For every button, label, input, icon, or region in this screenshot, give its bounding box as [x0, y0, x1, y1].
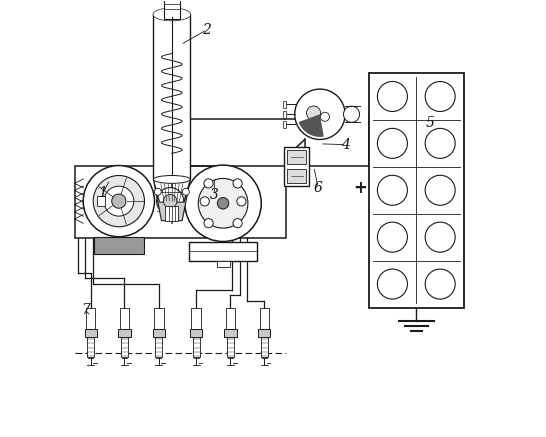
Bar [282, 121, 286, 128]
Circle shape [377, 128, 407, 158]
Bar [193, 336, 200, 357]
Circle shape [83, 166, 155, 237]
Bar [191, 308, 201, 331]
Circle shape [306, 106, 321, 120]
Bar [259, 308, 269, 331]
Bar [287, 150, 306, 164]
Text: 1: 1 [98, 186, 107, 200]
Text: 7: 7 [81, 303, 90, 317]
Bar [86, 308, 96, 331]
FancyBboxPatch shape [224, 329, 236, 337]
FancyBboxPatch shape [153, 329, 165, 337]
Bar [217, 260, 229, 267]
Circle shape [425, 175, 455, 205]
Circle shape [185, 165, 262, 242]
FancyBboxPatch shape [85, 329, 97, 337]
Bar [154, 308, 164, 331]
Bar [153, 14, 190, 180]
Circle shape [425, 128, 455, 158]
Circle shape [425, 269, 455, 299]
Bar [189, 242, 258, 260]
Polygon shape [153, 180, 190, 221]
Text: +: + [353, 179, 367, 197]
Circle shape [204, 218, 213, 228]
Bar [227, 336, 234, 357]
FancyBboxPatch shape [190, 329, 202, 337]
Circle shape [104, 186, 134, 216]
FancyBboxPatch shape [118, 329, 130, 337]
Circle shape [200, 197, 209, 206]
Circle shape [93, 176, 145, 227]
Circle shape [377, 222, 407, 252]
Circle shape [343, 106, 360, 122]
Text: 4: 4 [341, 138, 351, 152]
Circle shape [217, 198, 229, 209]
Bar [282, 101, 286, 108]
Text: 3: 3 [210, 187, 219, 201]
Ellipse shape [153, 176, 190, 184]
Bar [120, 308, 129, 331]
Circle shape [377, 269, 407, 299]
Bar [87, 336, 94, 357]
Text: 2: 2 [203, 23, 211, 37]
Circle shape [157, 187, 183, 215]
Circle shape [112, 194, 126, 208]
Bar [343, 106, 356, 122]
Circle shape [237, 197, 246, 206]
Circle shape [163, 194, 177, 208]
Circle shape [295, 89, 345, 139]
Circle shape [233, 179, 242, 188]
Bar [164, 0, 180, 19]
Bar [155, 336, 162, 357]
Circle shape [198, 178, 248, 228]
Text: 6: 6 [314, 181, 323, 195]
Bar [165, 206, 179, 221]
Wedge shape [299, 114, 324, 137]
Bar [282, 111, 286, 118]
Circle shape [425, 222, 455, 252]
Circle shape [233, 218, 242, 228]
Circle shape [204, 179, 213, 188]
Bar [284, 147, 310, 186]
Bar [121, 336, 128, 357]
Circle shape [155, 188, 161, 195]
Bar [97, 196, 105, 206]
Circle shape [425, 81, 455, 111]
Bar [369, 73, 464, 308]
Ellipse shape [153, 8, 190, 21]
Bar [225, 308, 235, 331]
Bar [261, 336, 268, 357]
Bar [94, 237, 144, 254]
Bar [287, 169, 306, 183]
Circle shape [377, 81, 407, 111]
Circle shape [182, 188, 189, 195]
Text: 5: 5 [426, 116, 435, 130]
Circle shape [321, 112, 329, 121]
Ellipse shape [153, 8, 190, 21]
Circle shape [377, 175, 407, 205]
Bar [75, 166, 286, 238]
FancyBboxPatch shape [258, 329, 270, 337]
